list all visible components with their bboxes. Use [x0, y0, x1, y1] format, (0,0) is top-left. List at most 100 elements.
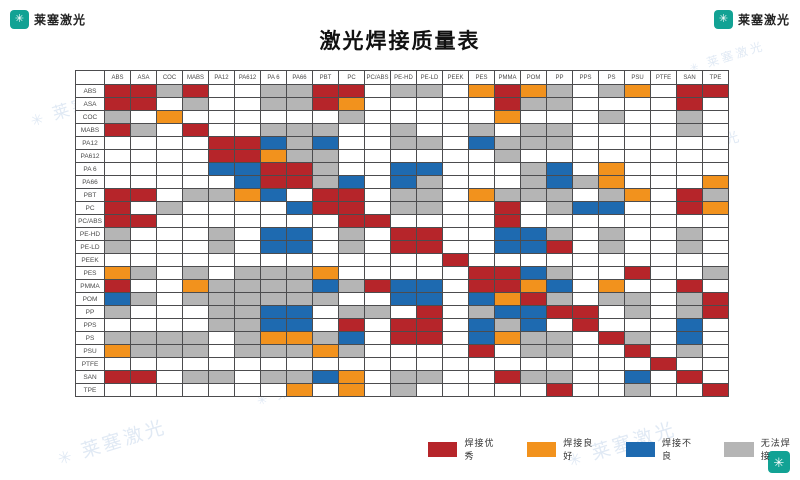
matrix-cell — [182, 279, 209, 293]
matrix-cell — [104, 305, 131, 319]
matrix-cell — [572, 110, 599, 124]
matrix-cell — [312, 110, 339, 124]
matrix-cell — [650, 97, 677, 111]
matrix-cell — [572, 279, 599, 293]
matrix-cell — [624, 123, 651, 137]
matrix-cell — [312, 162, 339, 176]
column-header: PPS — [572, 70, 599, 85]
matrix-cell — [260, 344, 287, 358]
matrix-cell — [572, 136, 599, 150]
matrix-cell — [234, 188, 261, 202]
matrix-cell — [494, 188, 521, 202]
matrix-cell — [286, 84, 313, 98]
matrix-cell — [572, 214, 599, 228]
matrix-cell — [546, 97, 573, 111]
column-header: PTFE — [650, 70, 677, 85]
matrix-cell — [598, 305, 625, 319]
legend-chip — [526, 441, 557, 457]
matrix-cell — [650, 279, 677, 293]
column-header: ABS — [104, 70, 131, 85]
matrix-cell — [598, 149, 625, 163]
matrix-cell — [338, 214, 365, 228]
matrix-cell — [208, 214, 235, 228]
row-header: PEEK — [75, 253, 105, 267]
matrix-cell — [442, 331, 469, 345]
matrix-cell — [520, 344, 547, 358]
matrix-cell — [312, 253, 339, 267]
table-row: SAN — [75, 370, 729, 384]
matrix-cell — [260, 279, 287, 293]
matrix-cell — [676, 97, 703, 111]
matrix-cell — [364, 253, 391, 267]
matrix-cell — [702, 188, 729, 202]
matrix-cell — [442, 318, 469, 332]
matrix-cell — [702, 149, 729, 163]
matrix-cell — [650, 136, 677, 150]
matrix-cell — [546, 305, 573, 319]
matrix-cell — [676, 240, 703, 254]
matrix-cell — [338, 175, 365, 189]
matrix-cell — [624, 136, 651, 150]
table-row: ABS — [75, 84, 729, 98]
matrix-cell — [338, 279, 365, 293]
column-header: PC/ABS — [364, 70, 391, 85]
matrix-cell — [702, 344, 729, 358]
matrix-cell — [208, 227, 235, 241]
matrix-cell — [468, 318, 495, 332]
matrix-cell — [650, 201, 677, 215]
matrix-cell — [208, 292, 235, 306]
matrix-cell — [286, 331, 313, 345]
table-row: PP — [75, 305, 729, 319]
matrix-cell — [702, 240, 729, 254]
matrix-cell — [546, 136, 573, 150]
matrix-cell — [572, 201, 599, 215]
column-header: PBT — [312, 70, 339, 85]
matrix-cell — [520, 305, 547, 319]
matrix-cell — [286, 227, 313, 241]
matrix-cell — [572, 149, 599, 163]
matrix-cell — [104, 266, 131, 280]
matrix-cell — [234, 162, 261, 176]
matrix-cell — [130, 97, 157, 111]
table-row: PA612 — [75, 149, 729, 163]
matrix-cell — [702, 318, 729, 332]
row-header: PA612 — [75, 149, 105, 163]
matrix-cell — [416, 97, 443, 111]
matrix-cell — [676, 188, 703, 202]
matrix-cell — [702, 305, 729, 319]
matrix-cell — [364, 149, 391, 163]
matrix-cell — [702, 162, 729, 176]
row-header: COC — [75, 110, 105, 124]
matrix-cell — [364, 227, 391, 241]
matrix-cell — [104, 84, 131, 98]
matrix-cell — [598, 240, 625, 254]
matrix-cell — [364, 201, 391, 215]
matrix-cell — [624, 97, 651, 111]
matrix-cell — [676, 266, 703, 280]
matrix-cell — [650, 162, 677, 176]
matrix-cell — [260, 318, 287, 332]
matrix-cell — [364, 344, 391, 358]
matrix-cell — [182, 227, 209, 241]
table-row: PS — [75, 331, 729, 345]
matrix-cell — [494, 292, 521, 306]
table-row: PA12 — [75, 136, 729, 150]
matrix-cell — [624, 370, 651, 384]
matrix-cell — [702, 136, 729, 150]
matrix-cell — [494, 110, 521, 124]
matrix-cell — [572, 162, 599, 176]
matrix-cell — [416, 344, 443, 358]
matrix-cell — [442, 370, 469, 384]
matrix-cell — [130, 266, 157, 280]
matrix-cell — [104, 188, 131, 202]
matrix-cell — [624, 214, 651, 228]
matrix-cell — [494, 149, 521, 163]
matrix-cell — [364, 97, 391, 111]
matrix-cell — [650, 370, 677, 384]
matrix-cell — [598, 175, 625, 189]
matrix-cell — [598, 292, 625, 306]
matrix-cell — [494, 279, 521, 293]
matrix-cell — [208, 84, 235, 98]
matrix-cell — [286, 175, 313, 189]
matrix-cell — [130, 162, 157, 176]
